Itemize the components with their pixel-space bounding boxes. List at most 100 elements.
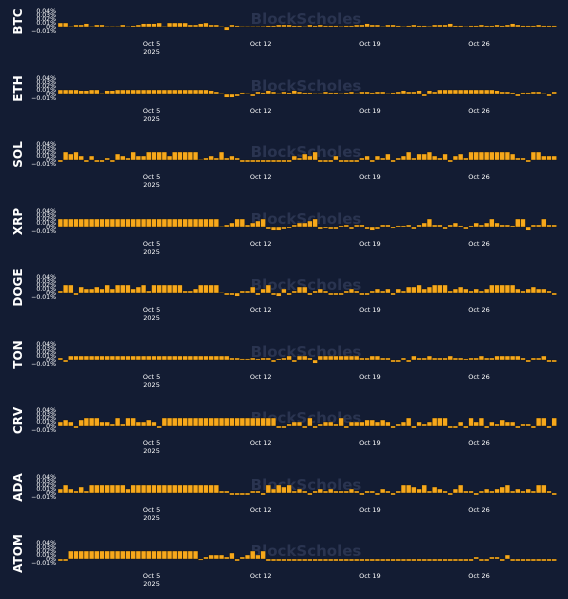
funding-bar (229, 24, 235, 28)
funding-bar (120, 24, 126, 28)
watermark: BlockScholes (251, 409, 362, 427)
funding-bar (515, 488, 521, 493)
funding-bar (484, 151, 490, 161)
funding-bar (182, 89, 188, 94)
funding-bar (442, 417, 448, 427)
funding-bar (380, 26, 386, 28)
funding-bar (135, 24, 141, 28)
y-tick-label: 0.04% (36, 141, 56, 148)
funding-bar (270, 417, 277, 427)
funding-bar (338, 355, 344, 360)
funding-bar (94, 355, 100, 360)
funding-bar (452, 558, 459, 562)
funding-bar (78, 355, 84, 360)
funding-bar (385, 490, 391, 493)
funding-bar (146, 89, 152, 94)
funding-bar (432, 24, 438, 28)
funding-bar (302, 153, 308, 161)
funding-bar (89, 155, 95, 161)
funding-bar (286, 24, 292, 28)
funding-bar (115, 218, 121, 227)
funding-bar (224, 490, 230, 493)
funding-bar (130, 218, 136, 227)
funding-bar (489, 556, 495, 560)
funding-bar (499, 224, 505, 227)
funding-bar (57, 218, 63, 227)
funding-bar (182, 218, 188, 227)
x-tick-year-label: 2025 (143, 447, 160, 455)
y-tick-label: 0.01% (36, 87, 56, 94)
funding-bar (198, 218, 204, 227)
funding-bar (484, 89, 490, 94)
funding-bar (520, 157, 526, 161)
funding-bar (541, 355, 547, 360)
funding-bar (255, 292, 261, 296)
funding-bar (374, 226, 381, 229)
funding-bar (89, 355, 95, 360)
funding-bar (234, 292, 240, 297)
funding-bar (458, 286, 464, 294)
x-tick-label: Oct 12 (250, 572, 272, 580)
funding-bar (541, 25, 547, 28)
funding-bar (255, 220, 261, 227)
funding-bar (541, 417, 547, 427)
funding-bar (390, 425, 396, 429)
funding-bar (57, 488, 63, 493)
funding-bar (468, 89, 474, 94)
funding-bar (172, 218, 178, 227)
funding-bar (452, 89, 459, 94)
funding-bar (120, 355, 126, 360)
funding-bar (281, 24, 287, 28)
y-tick-label: 0.04% (36, 474, 56, 481)
funding-bar (265, 90, 271, 94)
funding-bar (447, 492, 453, 495)
funding-bar (83, 288, 89, 294)
funding-bar (234, 492, 240, 495)
funding-bar (338, 558, 344, 562)
funding-bar (286, 292, 292, 296)
funding-bar (198, 355, 204, 360)
funding-bar (374, 558, 381, 562)
funding-bar (135, 550, 141, 560)
funding-bar (125, 355, 131, 360)
funding-bar (234, 93, 240, 96)
funding-bar (338, 225, 344, 227)
funding-bar (187, 89, 193, 94)
funding-bar (364, 91, 370, 94)
funding-bar (99, 92, 105, 94)
funding-bar (494, 284, 500, 294)
funding-bar (172, 484, 178, 493)
funding-bar (364, 558, 370, 562)
funding-bar (400, 155, 407, 161)
funding-bar (364, 419, 370, 427)
funding-bar (354, 421, 360, 427)
funding-bar (78, 550, 84, 560)
funding-bar (260, 417, 266, 427)
funding-bar (525, 359, 531, 362)
funding-bar (551, 492, 557, 495)
funding-bar (484, 425, 490, 429)
funding-bar (463, 226, 469, 229)
funding-bar (395, 558, 401, 562)
funding-bar (426, 26, 433, 28)
funding-bar (198, 558, 204, 561)
funding-bar (359, 24, 365, 28)
funding-bar (213, 218, 219, 227)
funding-bar (499, 151, 505, 161)
funding-bar (463, 157, 469, 161)
funding-bar (447, 355, 453, 360)
funding-bar (400, 484, 407, 493)
funding-bar (359, 292, 365, 296)
funding-bar (146, 151, 152, 161)
funding-bar (432, 417, 438, 427)
funding-bar (177, 284, 183, 294)
funding-bar (78, 286, 84, 294)
funding-bar (489, 490, 495, 493)
funding-bar (281, 558, 287, 562)
funding-bar (530, 357, 536, 360)
funding-bar (328, 92, 334, 94)
funding-bar (125, 89, 131, 94)
funding-bar (276, 159, 282, 163)
funding-bar (463, 558, 469, 562)
